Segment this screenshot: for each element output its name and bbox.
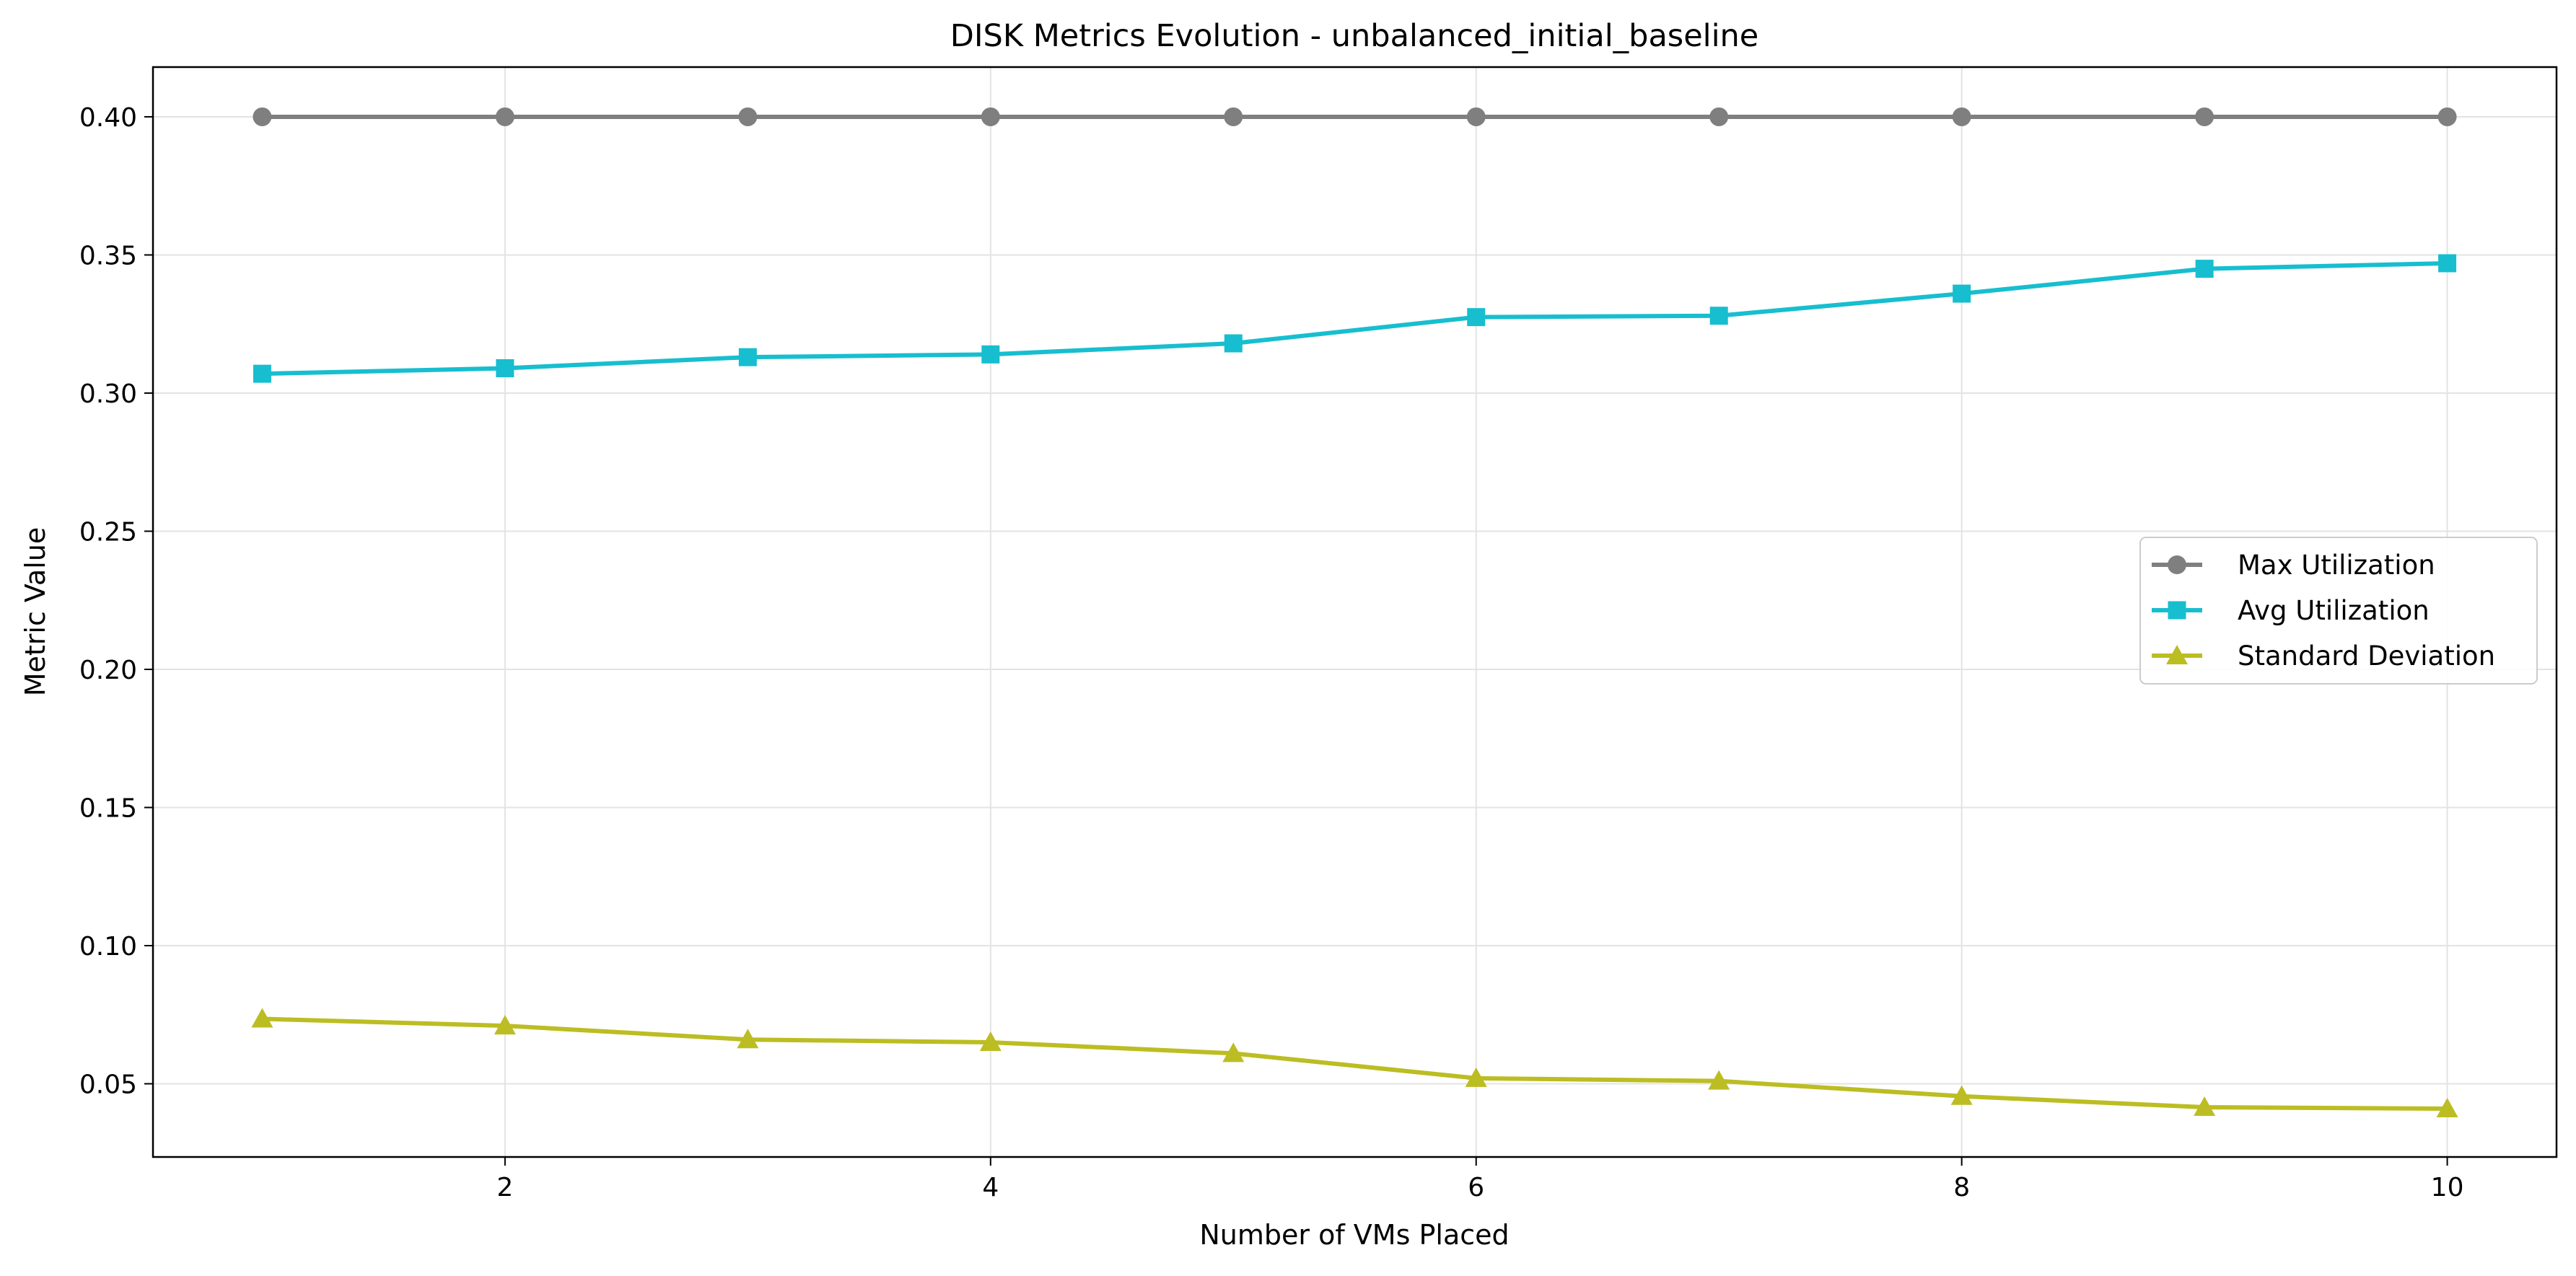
x-tick-label: 10 bbox=[2431, 1173, 2464, 1202]
axis-ticks: 2 4 6 8 10 0.05 0.10 0.15 0.20 0.25 0.30 0.35 0.40 bbox=[79, 103, 2464, 1202]
data-point bbox=[1952, 107, 1971, 126]
data-point bbox=[1466, 107, 1486, 126]
data-point bbox=[738, 348, 757, 366]
y-tick-label: 0.35 bbox=[79, 241, 137, 270]
y-tick-label: 0.20 bbox=[79, 656, 137, 685]
data-point bbox=[1465, 1067, 1487, 1087]
data-point bbox=[1953, 284, 1971, 303]
y-tick-label: 0.30 bbox=[79, 379, 137, 409]
data-point bbox=[2436, 1097, 2458, 1117]
data-point bbox=[253, 364, 271, 383]
data-point bbox=[2195, 107, 2214, 126]
legend-swatch-marker bbox=[2168, 601, 2186, 620]
data-point bbox=[495, 107, 514, 126]
data-point bbox=[738, 107, 758, 126]
legend-label: Max Utilization bbox=[2238, 550, 2435, 581]
series-standard-deviation bbox=[251, 1008, 2458, 1117]
data-point bbox=[1709, 307, 1728, 325]
data-point bbox=[1467, 308, 1486, 327]
data-point bbox=[737, 1029, 759, 1049]
series-avg-utilization bbox=[253, 254, 2457, 383]
data-point bbox=[1224, 107, 1243, 126]
x-tick-label: 4 bbox=[982, 1173, 999, 1202]
data-point bbox=[494, 1015, 516, 1035]
y-tick-label: 0.05 bbox=[79, 1070, 137, 1100]
data-point bbox=[1950, 1085, 1973, 1105]
data-point bbox=[981, 107, 1000, 126]
legend-item: Standard Deviation bbox=[2152, 641, 2495, 672]
x-tick-label: 2 bbox=[496, 1173, 513, 1202]
y-tick-label: 0.40 bbox=[79, 103, 137, 133]
y-tick-label: 0.10 bbox=[79, 932, 137, 962]
legend: Max Utilization Avg Utilization Standard D… bbox=[2139, 537, 2538, 685]
x-tick-label: 6 bbox=[1468, 1173, 1484, 1202]
data-point bbox=[1708, 1070, 1730, 1090]
series-line bbox=[260, 1016, 2450, 1111]
x-tick-label: 8 bbox=[1953, 1173, 1970, 1202]
data-point bbox=[2195, 260, 2214, 278]
plot-frame bbox=[152, 66, 2558, 1158]
legend-item: Max Utilization bbox=[2152, 550, 2435, 581]
y-axis-label: Metric Value bbox=[19, 527, 51, 697]
data-point bbox=[253, 107, 272, 126]
data-point bbox=[496, 358, 514, 377]
data-point bbox=[251, 1008, 273, 1028]
legend-swatch-marker bbox=[2168, 555, 2186, 574]
y-tick-label: 0.15 bbox=[79, 793, 137, 823]
series-max-utilization bbox=[253, 107, 2457, 126]
series-line bbox=[260, 260, 2450, 377]
legend-box bbox=[2139, 537, 2538, 685]
legend-item: Avg Utilization bbox=[2152, 595, 2430, 626]
legend-label: Avg Utilization bbox=[2238, 595, 2430, 626]
data-point bbox=[2437, 107, 2457, 126]
data-point bbox=[2438, 254, 2457, 273]
y-tick-label: 0.25 bbox=[79, 517, 137, 547]
legend-swatch-marker bbox=[2166, 645, 2188, 664]
grid-lines bbox=[153, 67, 2557, 1157]
plot-series bbox=[251, 107, 2458, 1117]
data-point bbox=[979, 1031, 1002, 1052]
data-point bbox=[981, 345, 1000, 364]
data-point bbox=[1224, 334, 1243, 353]
chart-title: DISK Metrics Evolution - unbalanced_init… bbox=[950, 18, 1759, 54]
x-axis-label: Number of VMs Placed bbox=[1199, 1219, 1509, 1251]
data-point bbox=[1222, 1042, 1245, 1062]
data-point bbox=[2194, 1096, 2216, 1117]
data-point bbox=[1709, 107, 1729, 126]
legend-label: Standard Deviation bbox=[2238, 641, 2495, 672]
